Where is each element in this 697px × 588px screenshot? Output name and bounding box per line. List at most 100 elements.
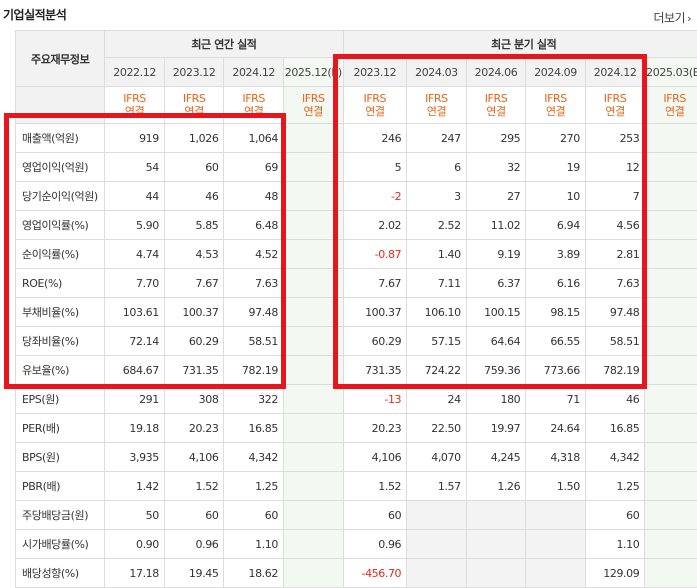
table-cell: 18.62 — [224, 559, 284, 588]
table-cell: 7.63 — [585, 269, 645, 298]
consolidated-label: 연결 — [486, 105, 505, 118]
period-header: 2025.03(E) — [645, 58, 697, 87]
table-cell: 7.11 — [407, 269, 467, 298]
more-link[interactable]: 더보기› — [653, 9, 691, 26]
table-cell: 4,070 — [407, 443, 467, 472]
table-cell — [645, 269, 697, 298]
table-cell: 724.22 — [407, 356, 467, 385]
row-label: 영업이익률(%) — [16, 211, 105, 240]
table-cell: 291 — [105, 385, 165, 414]
table-cell: 4,342 — [224, 443, 284, 472]
table-cell — [283, 472, 343, 501]
table-cell: 16.85 — [224, 414, 284, 443]
period-header: 2025.12(E) — [283, 58, 343, 87]
table-cell: 58.51 — [224, 327, 284, 356]
period-header: 2024.12 — [585, 58, 645, 87]
table-cell: 1.10 — [585, 530, 645, 559]
table-cell: 27 — [466, 182, 526, 211]
table-cell — [645, 182, 697, 211]
table-cell: 19.45 — [164, 559, 224, 588]
table-cell: 4,106 — [164, 443, 224, 472]
table-cell: 4.52 — [224, 240, 284, 269]
ifrs-label: IFRS — [425, 92, 448, 105]
row-label: 주당배당금(원) — [16, 501, 105, 530]
table-cell: 1.25 — [224, 472, 284, 501]
row-label: 순이익률(%) — [16, 240, 105, 269]
table-cell — [283, 269, 343, 298]
table-cell — [283, 124, 343, 153]
table-cell: 44 — [105, 182, 165, 211]
table-cell: 12 — [585, 153, 645, 182]
table-cell — [645, 385, 697, 414]
table-cell: 180 — [466, 385, 526, 414]
row-label: PER(배) — [16, 414, 105, 443]
more-label: 더보기 — [653, 11, 685, 25]
table-cell: 100.15 — [466, 298, 526, 327]
row-label: 당기순이익(억원) — [16, 182, 105, 211]
consolidated-label: 연결 — [546, 105, 565, 118]
table-cell: 5 — [343, 153, 407, 182]
table-cell — [407, 559, 467, 588]
ifrs-label: IFRS — [544, 92, 567, 105]
table-cell — [645, 443, 697, 472]
table-cell — [283, 385, 343, 414]
table-cell: 4,318 — [526, 443, 586, 472]
table-cell: 60 — [343, 501, 407, 530]
table-cell — [645, 414, 697, 443]
table-cell: 97.48 — [585, 298, 645, 327]
ifrs-label: IFRS — [123, 92, 146, 105]
table-cell: 11.02 — [466, 211, 526, 240]
table-cell: 46 — [164, 182, 224, 211]
chevron-right-icon: › — [687, 12, 691, 25]
ifrs-label: IFRS — [242, 92, 265, 105]
table-cell: 759.36 — [466, 356, 526, 385]
table-cell: 20.23 — [164, 414, 224, 443]
consolidated-label: 연결 — [125, 105, 144, 118]
table-cell: 71 — [526, 385, 586, 414]
table-cell: 60 — [585, 501, 645, 530]
table-cell — [283, 327, 343, 356]
table-cell: 6.48 — [224, 211, 284, 240]
table-cell — [283, 559, 343, 588]
table-cell — [466, 559, 526, 588]
table-cell: 5.85 — [164, 211, 224, 240]
table-cell: 24.64 — [526, 414, 586, 443]
table-cell — [283, 530, 343, 559]
section-title: 기업실적분석 — [3, 6, 66, 23]
table-cell — [407, 501, 467, 530]
table-cell: 773.66 — [526, 356, 586, 385]
table-cell: 919 — [105, 124, 165, 153]
table-cell — [645, 153, 697, 182]
table-cell: 6.37 — [466, 269, 526, 298]
table-cell: 6.94 — [526, 211, 586, 240]
table-cell — [283, 501, 343, 530]
period-header: 2022.12 — [105, 58, 165, 87]
table-cell: 3.89 — [526, 240, 586, 269]
table-cell: 731.35 — [164, 356, 224, 385]
table-cell: 129.09 — [585, 559, 645, 588]
table-cell: 19.18 — [105, 414, 165, 443]
table-cell: 60 — [164, 501, 224, 530]
table-cell: 60 — [224, 501, 284, 530]
row-label: 배당성향(%) — [16, 559, 105, 588]
table-cell: 9.19 — [466, 240, 526, 269]
table-cell: 54 — [105, 153, 165, 182]
table-cell: 4,106 — [343, 443, 407, 472]
table-cell: 2.81 — [585, 240, 645, 269]
table-cell — [283, 356, 343, 385]
table-cell: 1.52 — [343, 472, 407, 501]
table-cell: 3,935 — [105, 443, 165, 472]
table-cell: 32 — [466, 153, 526, 182]
table-cell — [645, 124, 697, 153]
table-cell: 731.35 — [343, 356, 407, 385]
table-cell: 17.18 — [105, 559, 165, 588]
corner-header: 주요재무정보 — [16, 31, 105, 87]
table-cell: 684.67 — [105, 356, 165, 385]
